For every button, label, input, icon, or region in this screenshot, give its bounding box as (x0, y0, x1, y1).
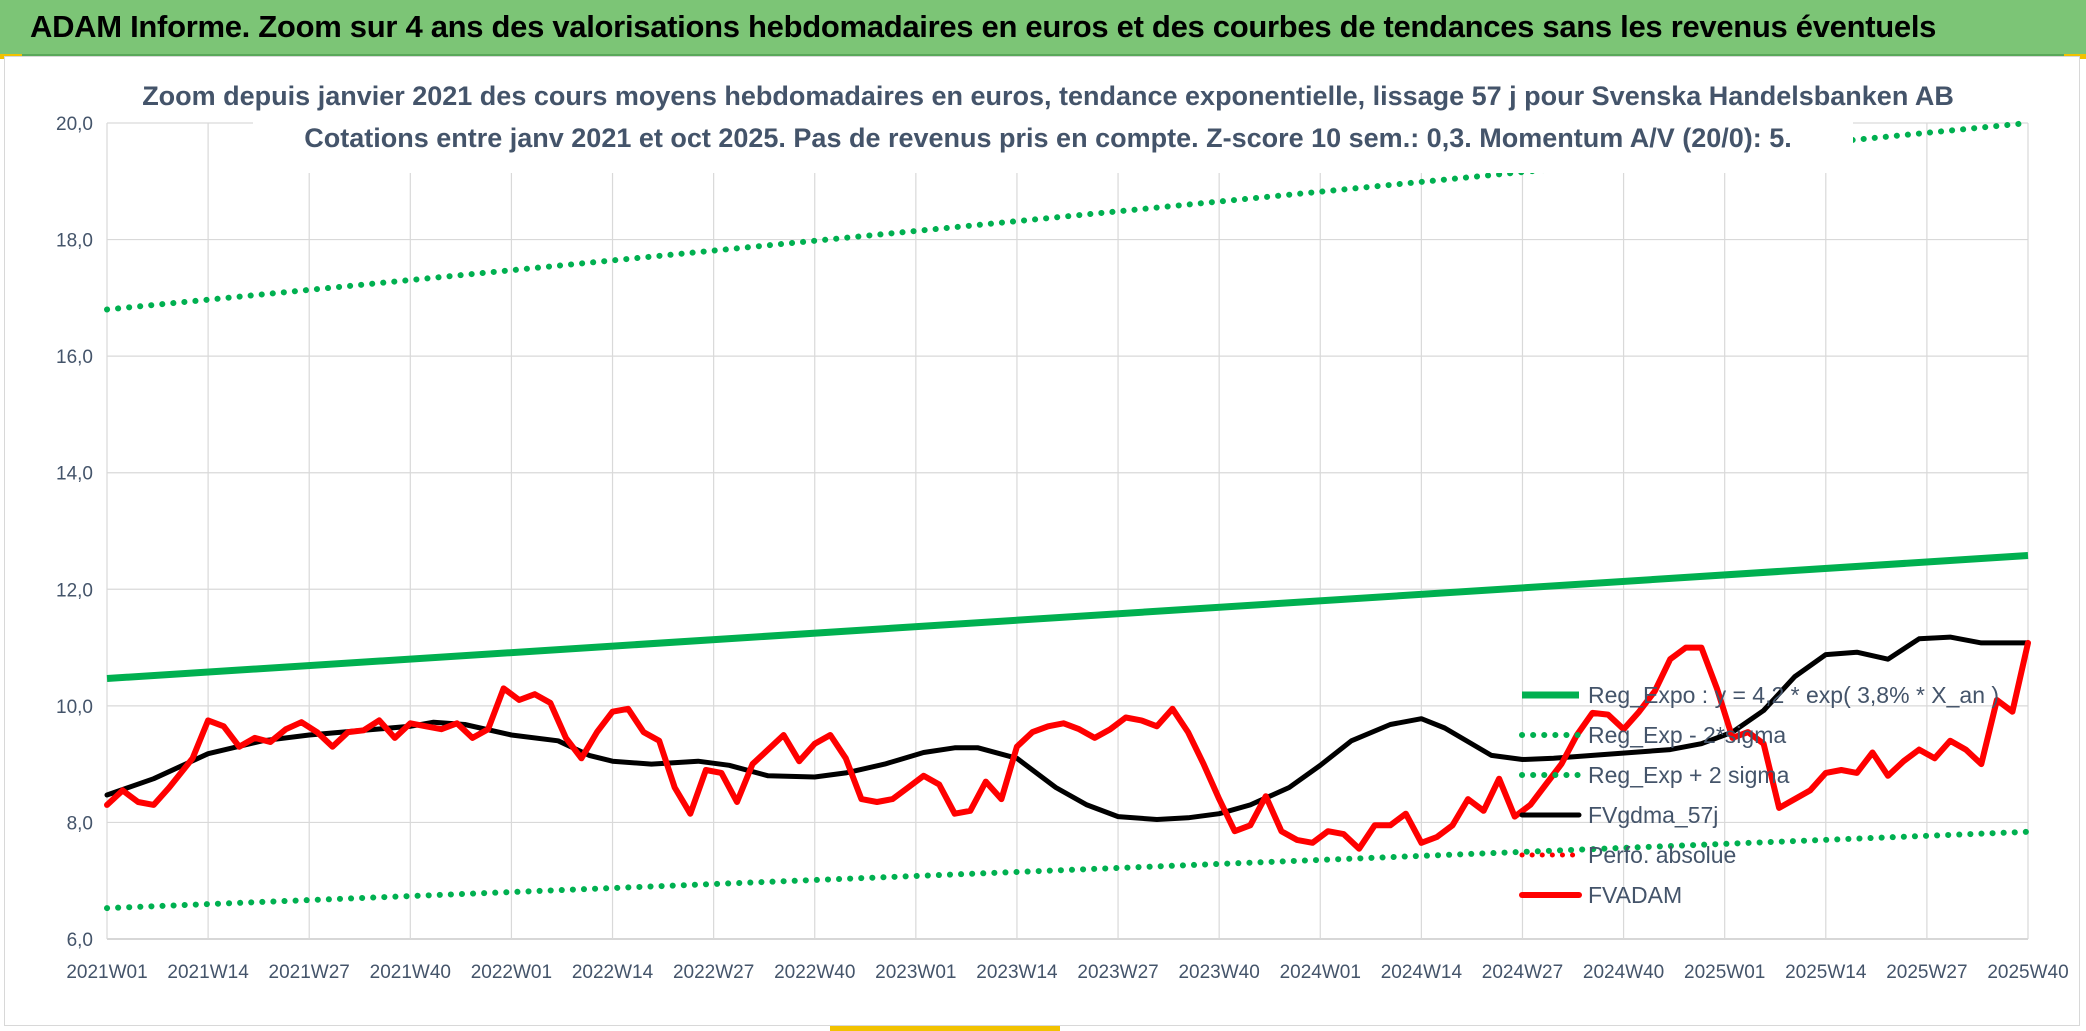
x-tick-label: 2021W14 (167, 962, 249, 983)
y-tick-label: 10,0 (56, 697, 93, 718)
y-tick-label: 14,0 (56, 464, 93, 485)
x-tick-label: 2021W40 (370, 962, 451, 983)
x-tick-label: 2021W01 (66, 962, 147, 983)
legend-label: Reg_Exp + 2 sigma (1588, 762, 1790, 788)
chart-title: Zoom depuis janvier 2021 des cours moyen… (142, 81, 1954, 111)
page-title: ADAM Informe. Zoom sur 4 ans des valoris… (30, 9, 1937, 44)
x-tick-label: 2025W01 (1684, 962, 1765, 983)
legend-label: Perfo. absolue (1588, 842, 1736, 868)
x-tick-label: 2024W01 (1280, 962, 1361, 983)
accent-bar-bottom (830, 1026, 1060, 1031)
gridlines (106, 122, 2029, 940)
legend-label: Reg_Exp - 2*sigma (1588, 722, 1786, 748)
x-tick-label: 2025W40 (1987, 962, 2068, 983)
y-tick-label: 16,0 (56, 347, 93, 368)
x-axis-ticks: 2021W01 2021W14 2021W27 2021W40 2022W01 2022W… (66, 962, 2068, 983)
x-tick-label: 2021W27 (269, 962, 350, 983)
x-tick-label: 2022W27 (673, 962, 754, 983)
x-tick-label: 2024W14 (1381, 962, 1463, 983)
y-axis-ticks: 6,0 8,0 10,0 12,0 14,0 16,0 18,0 20,0 (56, 114, 93, 951)
y-tick-label: 8,0 (67, 813, 93, 834)
y-tick-label: 20,0 (56, 114, 93, 135)
y-tick-label: 6,0 (67, 930, 93, 951)
title-background (253, 61, 1853, 173)
x-tick-label: 2022W40 (774, 962, 855, 983)
legend-label: Reg_Expo : y = 4,2 * exp( 3,8% * X_an ) (1588, 682, 1999, 708)
series-line-0 (106, 552, 2029, 682)
x-tick-label: 2024W40 (1583, 962, 1664, 983)
x-tick-label: 2025W27 (1886, 962, 1967, 983)
legend-label: FVADAM (1588, 882, 1682, 908)
chart-subtitle: Cotations entre janv 2021 et oct 2025. P… (304, 123, 1792, 153)
y-tick-label: 18,0 (56, 231, 93, 252)
y-tick-label: 12,0 (56, 580, 93, 601)
x-tick-label: 2023W14 (976, 962, 1058, 983)
line-chart: 6,08,010,012,014,016,018,020,0 2021W01 20… (56, 61, 2069, 983)
series-line-1 (104, 828, 2031, 912)
x-tick-label: 2022W14 (572, 962, 654, 983)
legend: Reg_Expo : y = 4,2 * exp( 3,8% * X_an ) R… (1519, 682, 1999, 908)
x-tick-label: 2023W27 (1077, 962, 1158, 983)
chart-frame: 6,0 8,0 10,0 12,0 14,0 16,0 18,0 20,0 2021W01 20… (4, 56, 2080, 1026)
legend-label: FVgdma_57j (1588, 802, 1718, 828)
x-tick-label: 2025W14 (1785, 962, 1867, 983)
x-tick-label: 2023W01 (875, 962, 956, 983)
x-tick-label: 2024W27 (1482, 962, 1563, 983)
series-lines (104, 120, 2031, 912)
header-banner: ADAM Informe. Zoom sur 4 ans des valoris… (0, 0, 2086, 56)
series-line-3 (104, 634, 2031, 822)
x-tick-label: 2023W40 (1178, 962, 1259, 983)
series-line-5 (104, 639, 2031, 852)
x-tick-label: 2022W01 (471, 962, 552, 983)
